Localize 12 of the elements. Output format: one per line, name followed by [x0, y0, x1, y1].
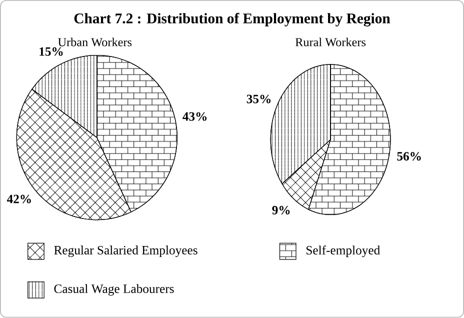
- data-label: 35%: [246, 94, 270, 104]
- legend-label: Self-employed: [306, 246, 380, 258]
- data-label: 56%: [397, 152, 421, 161]
- data-label: 42%: [6, 194, 31, 204]
- slice-label: Rural Workers: [295, 38, 366, 46]
- legend-label: Casual Wage Labourers: [54, 284, 174, 296]
- data-label: 43%: [182, 112, 207, 121]
- legend-label: Regular Salaried Employees: [54, 246, 198, 258]
- chart-title: Chart 7.2 : Distribution of Employment by Region: [74, 13, 390, 27]
- data-label: 15%: [40, 47, 63, 56]
- data-label: 9%: [272, 206, 290, 215]
- slice-label: Urban Workers: [58, 38, 132, 46]
